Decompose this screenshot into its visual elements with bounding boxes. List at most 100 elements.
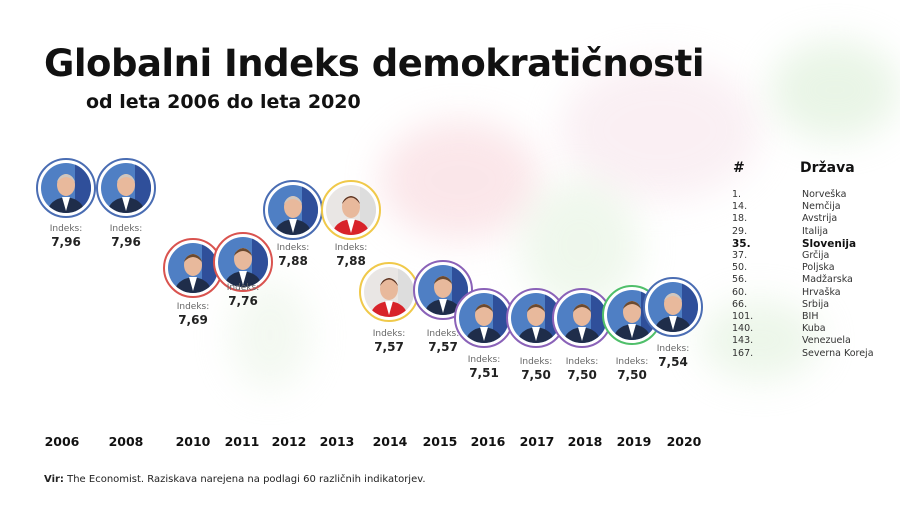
rank-number: 56. xyxy=(732,274,748,286)
map-region xyxy=(380,120,540,240)
year-label-2006: 2006 xyxy=(44,434,80,449)
rank-number: 167. xyxy=(732,347,754,359)
portrait-icon xyxy=(459,293,509,343)
portrait-2010 xyxy=(163,238,223,298)
index-label: Indeks: xyxy=(519,357,553,367)
index-value-2015: 7,57 xyxy=(428,340,458,354)
rank-number: 60. xyxy=(732,286,748,298)
rank-number: 18. xyxy=(732,213,748,225)
index-label: Indeks: xyxy=(467,355,501,365)
index-value-2016: 7,51 xyxy=(469,366,499,380)
map-region xyxy=(560,60,760,200)
year-label-2012: 2012 xyxy=(271,434,307,449)
country-name: Poljska xyxy=(802,262,835,274)
portrait-2012 xyxy=(263,180,323,240)
country-name: Grčija xyxy=(802,250,830,261)
portrait-icon xyxy=(364,267,414,317)
year-label-2020: 2020 xyxy=(666,434,702,449)
country-name: Avstrija xyxy=(802,213,838,225)
index-value-2010: 7,69 xyxy=(178,313,208,327)
portrait-2014 xyxy=(359,262,419,322)
portrait-icon xyxy=(557,293,607,343)
rank-number: 1. xyxy=(732,189,742,200)
map-region xyxy=(770,40,900,140)
index-value-2012: 7,88 xyxy=(278,254,308,268)
index-value-2017: 7,50 xyxy=(521,368,551,382)
portrait-icon xyxy=(648,282,698,332)
portrait-2006 xyxy=(36,158,96,218)
rank-number: 14. xyxy=(732,201,748,213)
index-value-2013: 7,88 xyxy=(336,254,366,268)
map-region xyxy=(230,280,310,390)
portrait-icon xyxy=(418,265,468,315)
year-label-2008: 2008 xyxy=(108,434,144,449)
index-value-2008: 7,96 xyxy=(111,235,141,249)
country-name: Srbija xyxy=(802,298,830,310)
index-label: Indeks: xyxy=(49,224,83,234)
year-label-2013: 2013 xyxy=(319,434,355,449)
rank-number: 143. xyxy=(732,335,754,347)
portrait-2011 xyxy=(213,232,273,292)
portrait-icon xyxy=(168,243,218,293)
year-label-2014: 2014 xyxy=(372,434,408,449)
year-label-2019: 2019 xyxy=(616,434,652,449)
country-name: Severna Koreja xyxy=(802,347,874,359)
country-header: Država xyxy=(800,160,855,176)
portrait-2008 xyxy=(96,158,156,218)
index-label: Indeks: xyxy=(334,243,368,253)
rank-number: 140. xyxy=(732,323,754,335)
index-label: Indeks: xyxy=(565,357,599,367)
index-label: Indeks: xyxy=(109,224,143,234)
index-label: Indeks: xyxy=(176,302,210,312)
index-label: Indeks: xyxy=(276,243,310,253)
index-label: Indeks: xyxy=(426,329,460,339)
rank-number: 29. xyxy=(732,225,748,237)
country-name: Norveška xyxy=(802,189,847,200)
country-name: Madžarska xyxy=(802,274,853,286)
portrait-icon xyxy=(268,185,318,235)
index-value-2011: 7,76 xyxy=(228,294,258,308)
index-value-2018: 7,50 xyxy=(567,368,597,382)
portrait-2016 xyxy=(454,288,514,348)
portrait-2018 xyxy=(552,288,612,348)
rank-number: 101. xyxy=(732,311,754,322)
index-value-2006: 7,96 xyxy=(51,235,81,249)
year-label-2010: 2010 xyxy=(175,434,211,449)
source-note: Vir: The Economist. Raziskava narejena n… xyxy=(44,474,426,485)
country-name: Nemčija xyxy=(802,201,841,213)
source-text: The Economist. Raziskava narejena na pod… xyxy=(63,474,426,485)
country-name: BIH xyxy=(802,311,819,322)
country-name: Kuba xyxy=(802,323,826,335)
year-label-2016: 2016 xyxy=(470,434,506,449)
country-name: Italija xyxy=(802,225,829,237)
map-region xyxy=(700,300,820,380)
country-name: Slovenija xyxy=(802,237,857,250)
index-value-2014: 7,57 xyxy=(374,340,404,354)
index-value-2020: 7,54 xyxy=(658,355,688,369)
portrait-2013 xyxy=(321,180,381,240)
index-label: Indeks: xyxy=(372,329,406,339)
country-name: Hrvaška xyxy=(802,286,841,298)
source-label: Vir: xyxy=(44,474,64,485)
year-label-2017: 2017 xyxy=(519,434,555,449)
index-label: Indeks: xyxy=(656,344,690,354)
portrait-icon xyxy=(41,163,91,213)
year-label-2015: 2015 xyxy=(422,434,458,449)
year-label-2018: 2018 xyxy=(567,434,603,449)
rank-number: 66. xyxy=(732,298,748,310)
index-label: Indeks: xyxy=(226,283,260,293)
rank-number: 35. xyxy=(732,237,751,250)
index-value-2019: 7,50 xyxy=(617,368,647,382)
index-label: Indeks: xyxy=(615,357,649,367)
year-label-2011: 2011 xyxy=(224,434,260,449)
page-subtitle: od leta 2006 do leta 2020 xyxy=(86,91,361,113)
country-name: Venezuela xyxy=(802,335,851,347)
rank-number: 50. xyxy=(732,262,748,274)
portrait-icon xyxy=(101,163,151,213)
portrait-icon xyxy=(218,237,268,287)
page-title: Globalni Indeks demokratičnosti xyxy=(44,42,705,85)
portrait-2020 xyxy=(643,277,703,337)
rank-header: # xyxy=(733,160,745,176)
rank-number: 37. xyxy=(732,250,748,261)
